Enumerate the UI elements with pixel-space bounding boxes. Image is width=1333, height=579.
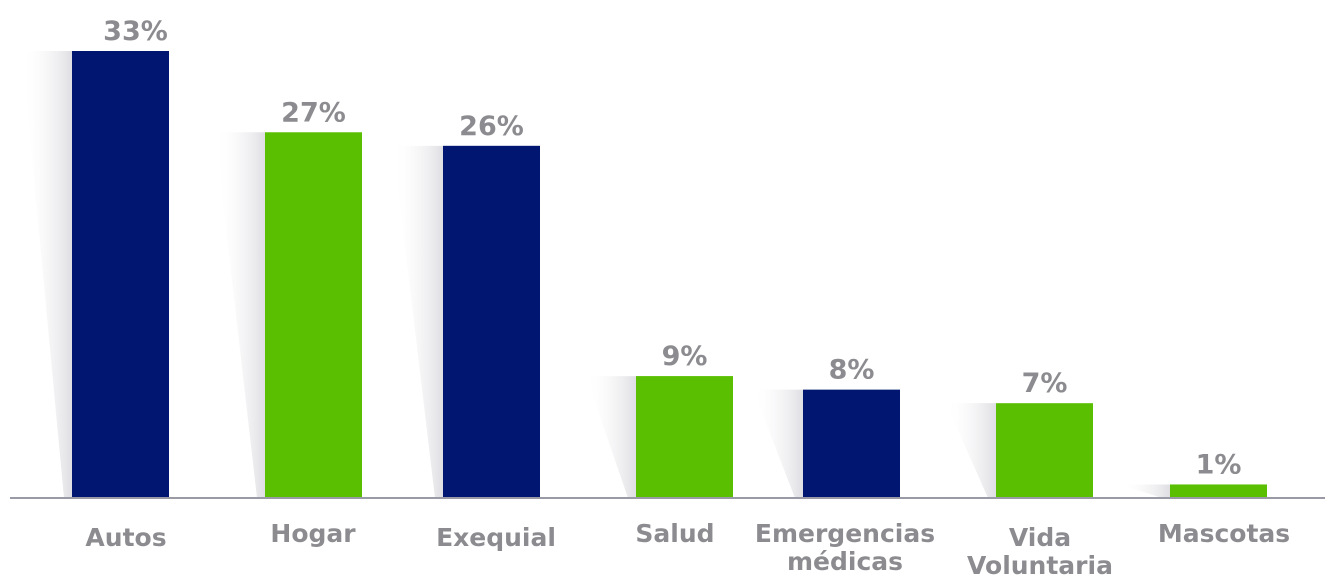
value-label: 8%: [829, 355, 875, 386]
category-label: Autos: [85, 523, 166, 552]
value-label: 1%: [1196, 449, 1242, 480]
value-label: 26%: [459, 111, 524, 142]
bar: [636, 376, 733, 498]
bar: [265, 132, 362, 499]
category-label: Emergencias médicas: [755, 519, 935, 576]
bar: [1170, 484, 1267, 498]
category-label: Hogar: [270, 519, 356, 548]
category-label: Vida Voluntaria: [967, 523, 1113, 579]
value-label: 27%: [281, 97, 346, 128]
bar: [443, 145, 540, 498]
value-label: 33%: [103, 16, 168, 47]
bar: [72, 51, 169, 498]
bar-shadow: [22, 51, 72, 498]
bar-shadow: [753, 389, 803, 498]
bar-shadow: [215, 132, 265, 499]
value-label: 7%: [1022, 368, 1068, 399]
category-label: Mascotas: [1158, 519, 1290, 548]
bar-shadow: [1120, 484, 1170, 498]
bars: [72, 51, 1267, 499]
value-label: 9%: [662, 341, 708, 372]
category-label: Exequial: [436, 523, 556, 552]
bar-shadow: [946, 403, 996, 498]
bar-shadows: [22, 51, 1170, 499]
value-labels: 33% 27% 26% 9% 8% 7% 1%: [103, 16, 1241, 480]
bar-shadow: [393, 145, 443, 498]
bar: [803, 389, 900, 498]
category-labels: Autos Hogar Exequial Salud Emergencias médica…: [85, 519, 1290, 579]
category-label: Salud: [635, 519, 714, 548]
bar: [996, 403, 1093, 498]
bar-shadow: [586, 376, 636, 498]
